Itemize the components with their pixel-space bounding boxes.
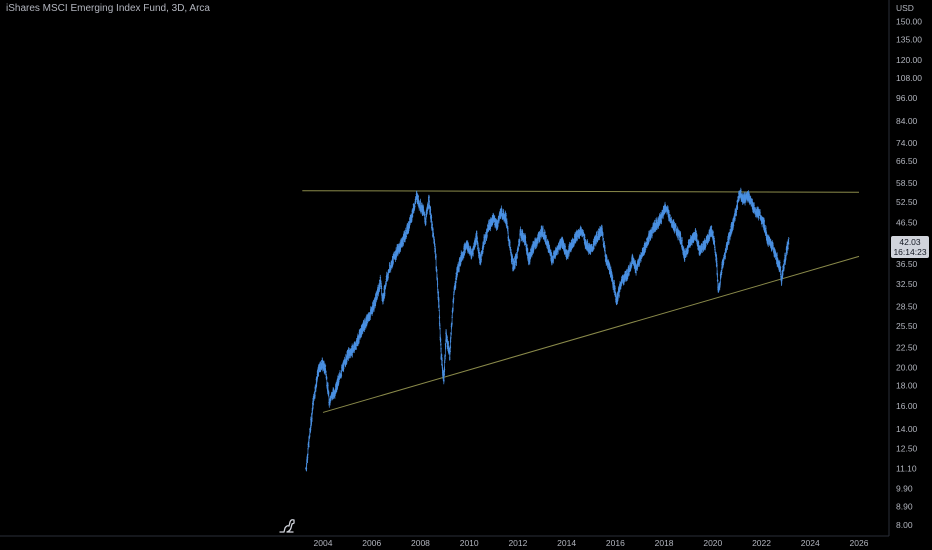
price-axis[interactable]: 150.00 135.00 120.00 108.00 96.00 84.00 74.00 6… [896, 16, 922, 529]
price-tick-label: 120.00 [896, 55, 922, 65]
price-tick-label: 32.50 [896, 279, 918, 289]
ohlc-bar [787, 236, 790, 245]
trendlines [302, 190, 860, 413]
time-tick-label: 2010 [460, 538, 479, 548]
price-tick-label: 14.00 [896, 424, 918, 434]
price-tick-label: 8.90 [896, 502, 913, 512]
price-tick-label: 135.00 [896, 35, 922, 45]
price-tick-label: 8.00 [896, 520, 913, 530]
price-tick-label: 11.10 [896, 464, 917, 474]
price-tick-label: 46.50 [896, 218, 918, 228]
time-tick-label: 2018 [655, 538, 674, 548]
time-tick-label: 2024 [801, 538, 820, 548]
price-tick-label: 25.50 [896, 321, 918, 331]
tradingview-dino-icon[interactable] [278, 516, 298, 539]
price-tick-label: 96.00 [896, 93, 918, 103]
time-tick-label: 2016 [606, 538, 625, 548]
price-tick-label: 150.00 [896, 16, 922, 26]
last-price-tag: 42.03 16:14:23 [891, 236, 929, 258]
price-series [305, 187, 790, 472]
time-tick-label: 2008 [411, 538, 430, 548]
time-tick-label: 2006 [362, 538, 381, 548]
chart-title: iShares MSCI Emerging Index Fund, 3D, Ar… [6, 3, 210, 14]
price-tick-label: 58.50 [896, 178, 918, 188]
price-tick-label: 108.00 [896, 73, 922, 83]
price-tick-label: 28.50 [896, 302, 918, 312]
time-axis[interactable]: 2004 2006 2008 2010 2012 2014 2016 2018 2020 2022… [314, 538, 869, 548]
time-tick-label: 2022 [752, 538, 771, 548]
trendline[interactable] [322, 255, 860, 413]
time-tick-label: 2012 [508, 538, 527, 548]
time-tick-label: 2026 [850, 538, 869, 548]
price-tick-label: 18.00 [896, 381, 918, 391]
price-tick-label: 36.50 [896, 259, 918, 269]
price-tick-label: 84.00 [896, 116, 918, 126]
price-tick-label: 66.50 [896, 156, 918, 166]
bar-countdown: 16:14:23 [893, 247, 927, 257]
price-tick-label: 22.50 [896, 342, 918, 352]
time-tick-label: 2004 [314, 538, 333, 548]
last-price-value: 42.03 [899, 237, 921, 247]
price-tick-label: 12.50 [896, 443, 918, 453]
currency-label: USD [896, 3, 914, 13]
price-tick-label: 74.00 [896, 138, 918, 148]
price-tick-label: 16.00 [896, 401, 918, 411]
time-tick-label: 2020 [703, 538, 722, 548]
price-tick-label: 52.50 [896, 197, 918, 207]
trendline[interactable] [302, 190, 860, 193]
price-tick-label: 9.90 [896, 483, 913, 493]
price-tick-label: 20.00 [896, 363, 918, 373]
time-tick-label: 2014 [557, 538, 576, 548]
